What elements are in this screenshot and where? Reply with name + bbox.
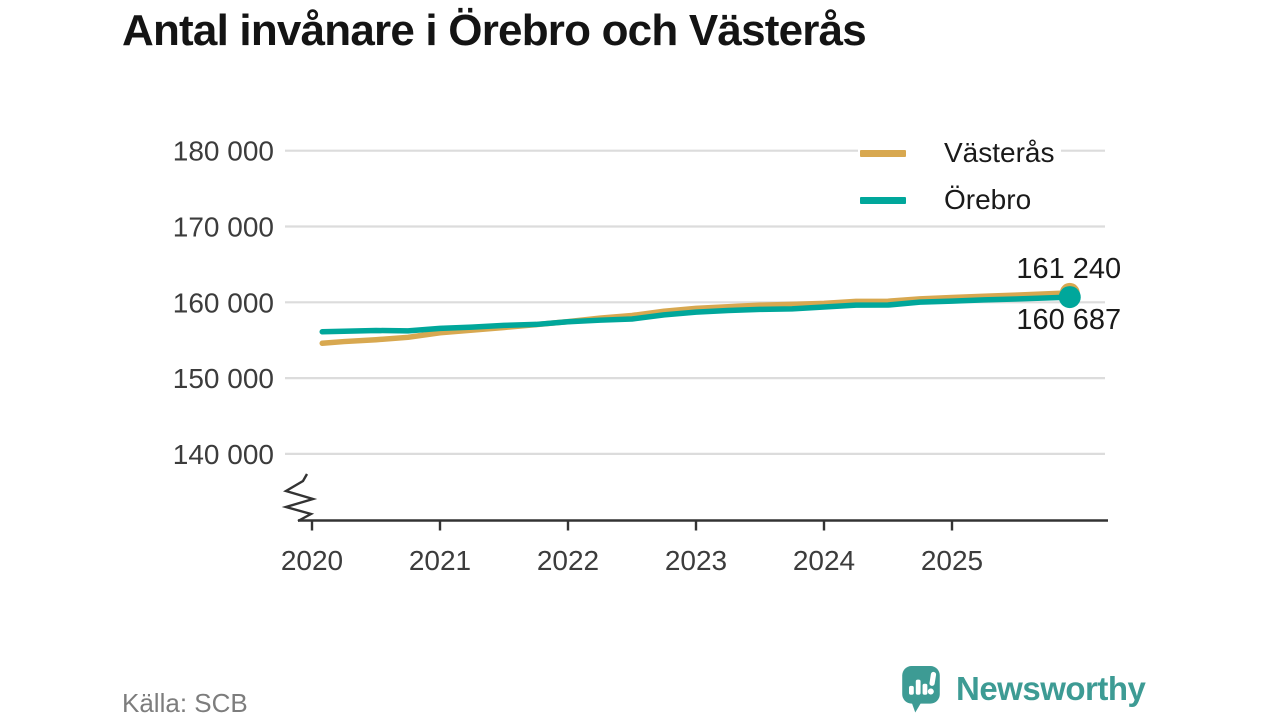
legend-item-orebro: Örebro [860,183,1055,217]
y-axis-tick-label: 140 000 [173,439,274,470]
y-axis-tick-label: 160 000 [173,287,274,318]
newsworthy-logo: Newsworthy [901,665,1146,713]
end-value-label-vasteras: 161 240 [1016,253,1121,285]
series-line-vasteras [319,290,1073,346]
series-end-dot-orebro [1058,286,1081,309]
y-axis-tick-label: 150 000 [173,363,274,394]
legend-item-vasteras: Västerås [860,136,1055,170]
end-value-label-orebro: 160 687 [1016,304,1121,336]
source-caption: Källa: SCB [122,688,248,718]
x-axis-tick-label: 2021 [409,545,471,576]
page-title: Antal invånare i Örebro och Västerås [122,6,867,55]
x-axis-tick-label: 2024 [793,545,855,576]
axis-break-icon [281,473,318,523]
y-axis-tick-label: 170 000 [173,212,274,243]
legend-swatch-vasteras [860,149,906,157]
series-line-orebro [319,294,1073,335]
legend-label-orebro: Örebro [944,184,1032,215]
x-axis-tick-label: 2023 [665,545,727,576]
newsworthy-wordmark: Newsworthy [956,670,1146,707]
x-axis-tick-label: 2022 [537,545,599,576]
x-axis-tick-label: 2020 [281,545,343,576]
x-axis-tick-label: 2025 [921,545,983,576]
newsworthy-speech-bubble-icon [902,666,940,713]
legend-swatch-orebro [860,196,906,204]
legend-label-vasteras: Västerås [944,137,1055,168]
legend: Västerås Örebro [858,134,1061,219]
y-axis-tick-label: 180 000 [173,136,274,167]
